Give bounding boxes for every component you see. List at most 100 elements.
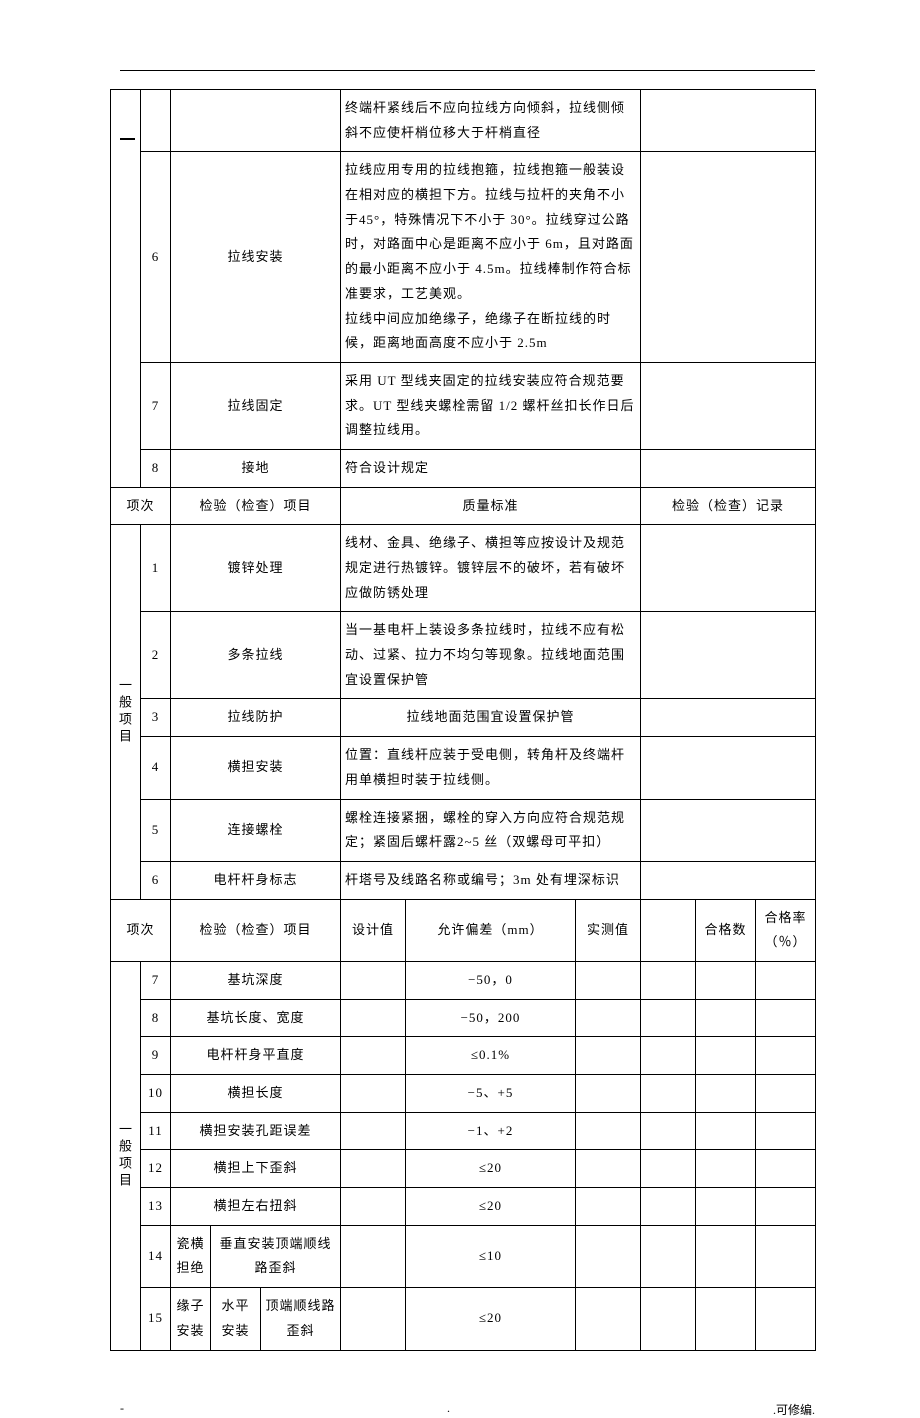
table-row: 终端杆紧线后不应向拉线方向倾斜，拉线侧倾斜不应使杆梢位移大于杆梢直径 <box>111 90 816 152</box>
group-cell: 缘子安装 <box>171 1288 211 1350</box>
idx-cell: 8 <box>141 449 171 487</box>
item-cell: 镀锌处理 <box>171 525 341 612</box>
category-cell <box>111 90 141 488</box>
table-row: 5 连接螺栓 螺栓连接紧捆，螺栓的穿入方向应符合规范规定；紧固后螺杆露2~5 丝… <box>111 799 816 861</box>
idx-cell: 7 <box>141 961 171 999</box>
record-cell <box>641 699 816 737</box>
header-cell: 检验（检查）记录 <box>641 487 816 525</box>
idx-cell: 5 <box>141 799 171 861</box>
idx-cell: 9 <box>141 1037 171 1075</box>
idx-cell: 15 <box>141 1288 171 1350</box>
design-cell <box>341 1188 406 1226</box>
footer-left: - <box>120 1401 124 1418</box>
std-cell: 杆塔号及线路名称或编号；3m 处有埋深标识 <box>341 861 641 899</box>
header-cell: 质量标准 <box>341 487 641 525</box>
item-cell: 拉线防护 <box>171 699 341 737</box>
table-row: 12 横担上下歪斜 ≤20 <box>111 1150 816 1188</box>
item-cell: 多条拉线 <box>171 612 341 699</box>
idx-cell: 11 <box>141 1112 171 1150</box>
std-cell: 当一基电杆上装设多条拉线时，拉线不应有松动、过紧、拉力不均匀等现象。拉线地面范围… <box>341 612 641 699</box>
dev-cell: ≤20 <box>406 1288 576 1350</box>
design-cell <box>341 1112 406 1150</box>
category-cell: 一般项目 <box>111 961 141 1350</box>
idx-cell: 14 <box>141 1225 171 1287</box>
design-cell <box>341 1075 406 1113</box>
header-cell: 项次 <box>111 487 171 525</box>
idx-cell: 6 <box>141 861 171 899</box>
item-cell: 基坑深度 <box>171 961 341 999</box>
idx-cell: 3 <box>141 699 171 737</box>
design-cell <box>341 961 406 999</box>
record-cell <box>641 90 816 152</box>
idx-cell: 10 <box>141 1075 171 1113</box>
item-cell: 横担安装 <box>171 737 341 799</box>
record-cell <box>641 525 816 612</box>
header-cell: 检验（检查）项目 <box>171 899 341 961</box>
dev-cell: −5、+5 <box>406 1075 576 1113</box>
std-cell: 位置：直线杆应装于受电侧，转角杆及终端杆用单横担时装于拉线侧。 <box>341 737 641 799</box>
table-row: 10 横担长度 −5、+5 <box>111 1075 816 1113</box>
inspection-table: 终端杆紧线后不应向拉线方向倾斜，拉线侧倾斜不应使杆梢位移大于杆梢直径 6 拉线安… <box>110 89 816 1351</box>
header-cell: 合格数 <box>696 899 756 961</box>
footer-mid: . <box>447 1401 450 1418</box>
design-cell <box>341 1225 406 1287</box>
idx-cell: 4 <box>141 737 171 799</box>
record-cell <box>641 861 816 899</box>
table-row: 15 缘子安装水平安装 顶端顺线路歪斜 ≤20 <box>111 1288 816 1350</box>
item-cell: 接地 <box>171 449 341 487</box>
idx-cell: 12 <box>141 1150 171 1188</box>
item-cell: 横担安装孔距误差 <box>171 1112 341 1150</box>
record-cell <box>641 799 816 861</box>
table-row: 一般项目 1 镀锌处理 线材、金具、绝缘子、横担等应按设计及规范规定进行热镀锌。… <box>111 525 816 612</box>
item-cell: 连接螺栓 <box>171 799 341 861</box>
item-cell: 电杆杆身标志 <box>171 861 341 899</box>
header-cell: 实测值 <box>576 899 641 961</box>
header-cell: 合格率（％） <box>756 899 816 961</box>
std-cell: 采用 UT 型线夹固定的拉线安装应符合规范要求。UT 型线夹螺栓需留 1/2 螺… <box>341 362 641 449</box>
header-cell: 检验（检查）项目 <box>171 487 341 525</box>
table-row: 11 横担安装孔距误差 −1、+2 <box>111 1112 816 1150</box>
dev-cell: ≤20 <box>406 1150 576 1188</box>
group-cell: 瓷横担绝 <box>171 1225 211 1287</box>
idx-cell <box>141 90 171 152</box>
design-cell <box>341 1150 406 1188</box>
record-cell <box>641 152 816 363</box>
item-cell: 拉线安装 <box>171 152 341 363</box>
std-cell: 拉线应用专用的拉线抱箍，拉线抱箍一般装设在相对应的横担下方。拉线与拉杆的夹角不小… <box>341 152 641 363</box>
table-row: 8 基坑长度、宽度 −50，200 <box>111 999 816 1037</box>
item-cell: 基坑长度、宽度 <box>171 999 341 1037</box>
item-cell <box>171 90 341 152</box>
table-row: 14 瓷横担绝 垂直安装顶端顺线路歪斜 ≤10 <box>111 1225 816 1287</box>
meas-cell <box>576 999 641 1037</box>
design-cell <box>341 1288 406 1350</box>
page-footer: - . .可修编. <box>110 1401 815 1418</box>
item-cell: 电杆杆身平直度 <box>171 1037 341 1075</box>
record-cell <box>641 612 816 699</box>
category-cell: 一般项目 <box>111 525 141 899</box>
footer-right: .可修编. <box>773 1401 815 1418</box>
table-row: 7 拉线固定 采用 UT 型线夹固定的拉线安装应符合规范要求。UT 型线夹螺栓需… <box>111 362 816 449</box>
record-cell <box>641 362 816 449</box>
table-row: 一般项目 7 基坑深度 −50，0 <box>111 961 816 999</box>
blank-cell <box>641 961 696 999</box>
dev-cell: ≤20 <box>406 1188 576 1226</box>
std-cell: 终端杆紧线后不应向拉线方向倾斜，拉线侧倾斜不应使杆梢位移大于杆梢直径 <box>341 90 641 152</box>
table-row: 4 横担安装 位置：直线杆应装于受电侧，转角杆及终端杆用单横担时装于拉线侧。 <box>111 737 816 799</box>
header-cell <box>641 899 696 961</box>
dev-cell: −1、+2 <box>406 1112 576 1150</box>
pass-cell <box>696 961 756 999</box>
header-cell: 设计值 <box>341 899 406 961</box>
design-cell <box>341 1037 406 1075</box>
sub-item-cell: 水平安装 <box>211 1288 261 1350</box>
dev-cell: −50，200 <box>406 999 576 1037</box>
table-row: 13 横担左右扭斜 ≤20 <box>111 1188 816 1226</box>
sub-item-cell: 垂直安装顶端顺线路歪斜 <box>211 1225 341 1287</box>
std-cell: 拉线地面范围宜设置保护管 <box>341 699 641 737</box>
item-cell: 横担长度 <box>171 1075 341 1113</box>
record-cell <box>641 737 816 799</box>
header-cell: 允许偏差（mm） <box>406 899 576 961</box>
item-cell: 横担上下歪斜 <box>171 1150 341 1188</box>
idx-cell: 7 <box>141 362 171 449</box>
table-row: 3 拉线防护 拉线地面范围宜设置保护管 <box>111 699 816 737</box>
header-row: 项次 检验（检查）项目 设计值 允许偏差（mm） 实测值 合格数 合格率（％） <box>111 899 816 961</box>
